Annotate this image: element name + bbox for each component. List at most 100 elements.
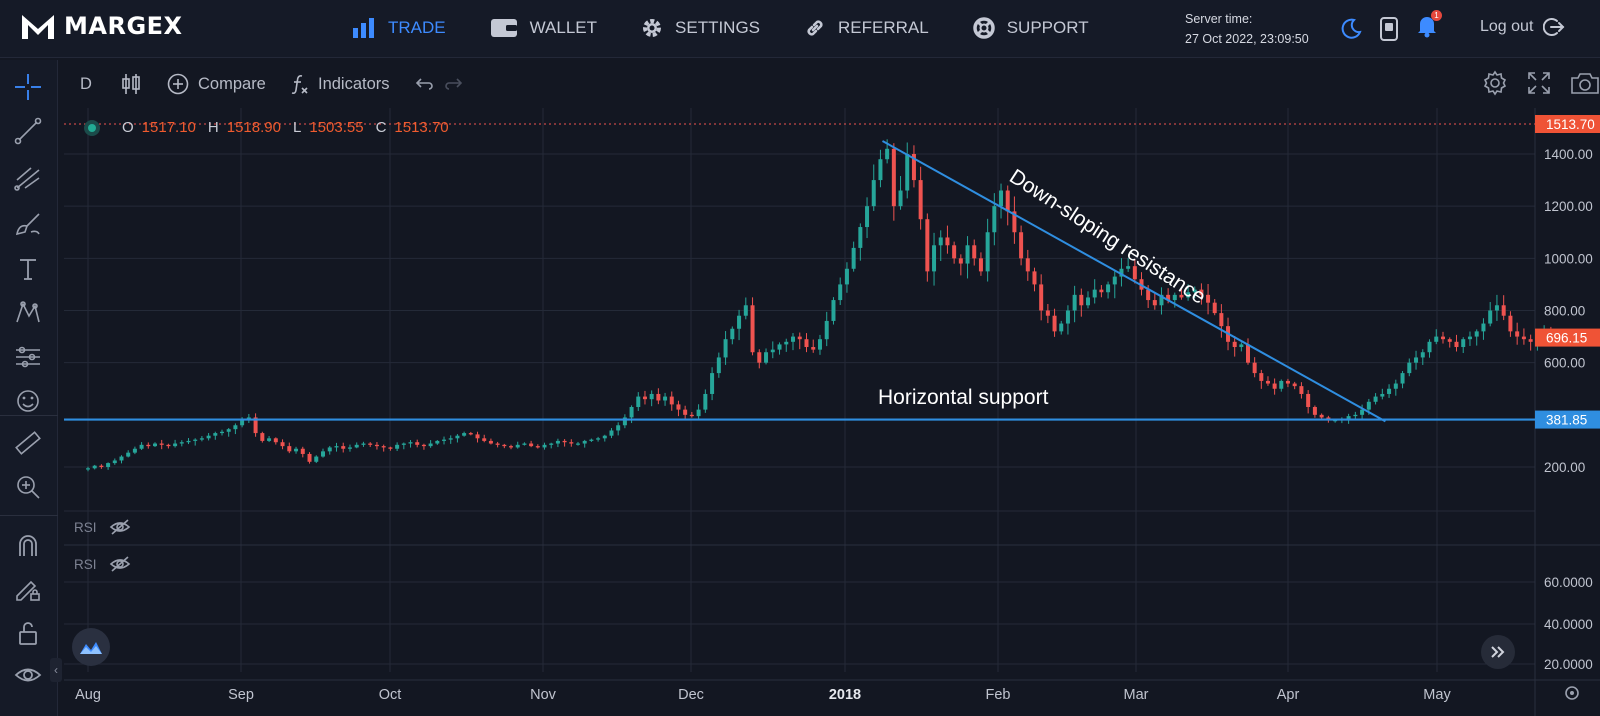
- candle-body: [374, 444, 379, 447]
- nav-support[interactable]: SUPPORT: [972, 17, 1089, 39]
- candle-body: [1494, 305, 1499, 311]
- candle-body: [193, 439, 198, 441]
- candle-body: [92, 465, 97, 469]
- x-axis-tick-label: Aug: [75, 687, 101, 703]
- nav-trade[interactable]: TRADE: [352, 17, 446, 39]
- candle-body: [689, 414, 694, 417]
- notifications[interactable]: 1: [1416, 10, 1442, 43]
- nav-referral[interactable]: REFERRAL: [804, 17, 929, 39]
- interval-button[interactable]: D: [80, 70, 92, 98]
- visibility-tool[interactable]: [11, 658, 45, 692]
- candle-body: [395, 444, 400, 449]
- lock-drawing-tool[interactable]: [11, 572, 45, 606]
- candle-body: [737, 315, 742, 329]
- rsi-indicator-1[interactable]: RSI: [74, 519, 131, 535]
- pitchfork-icon: [14, 167, 40, 191]
- rsi-indicator-2[interactable]: RSI: [74, 556, 131, 572]
- magnet-tool[interactable]: [11, 528, 45, 562]
- candle-body: [817, 339, 822, 350]
- candle-body: [865, 206, 870, 228]
- y-axis-tick-label: 1400.00: [1544, 147, 1593, 162]
- brush-tool[interactable]: [11, 206, 45, 240]
- candle-body: [777, 344, 782, 350]
- candle-body: [1474, 331, 1479, 337]
- eye-off-icon[interactable]: [109, 556, 131, 572]
- compare-button[interactable]: Compare: [167, 70, 266, 98]
- series-visibility-toggle[interactable]: [84, 119, 100, 136]
- brush-icon: [15, 213, 40, 236]
- cloud-chart-icon: [80, 642, 102, 654]
- candle-body: [428, 443, 433, 447]
- candle-body: [642, 396, 647, 400]
- prediction-tool[interactable]: [11, 340, 45, 374]
- crosshair-tool[interactable]: [11, 70, 45, 104]
- candle-body: [1072, 294, 1077, 311]
- candle-body: [636, 396, 641, 408]
- candle-body: [958, 258, 963, 264]
- candle-body: [435, 440, 440, 444]
- low-key: L: [292, 119, 302, 136]
- magnet-icon: [19, 535, 37, 556]
- candle-body: [1019, 232, 1024, 259]
- logout-button[interactable]: Log out: [1480, 17, 1565, 37]
- fullscreen-icon[interactable]: [1526, 70, 1552, 96]
- candle-body: [1232, 341, 1237, 348]
- nav-wallet[interactable]: WALLET: [490, 17, 597, 39]
- candle-body: [683, 409, 688, 415]
- text-tool[interactable]: [11, 252, 45, 286]
- candles-icon: [122, 74, 140, 94]
- fibonacci-tool[interactable]: [11, 160, 45, 194]
- trendlines: [64, 123, 1535, 423]
- zoom-tool[interactable]: [11, 470, 45, 504]
- candle-body: [576, 443, 581, 445]
- trendline-tool[interactable]: [11, 114, 45, 148]
- undo-button[interactable]: [413, 70, 433, 98]
- candle-body: [784, 341, 789, 345]
- candle-body: [408, 442, 413, 444]
- candle-body: [609, 430, 614, 436]
- double-chevron-right-icon: [1491, 646, 1505, 658]
- candle-body: [925, 219, 930, 272]
- top-navigation-bar: MARGEX TRADE WALLET SETTINGS: [0, 0, 1600, 58]
- scroll-to-latest-button[interactable]: [1481, 635, 1515, 669]
- candlestick-series: [86, 139, 1574, 472]
- nav-settings[interactable]: SETTINGS: [641, 17, 760, 39]
- brand-logo[interactable]: MARGEX: [20, 11, 183, 41]
- moon-icon[interactable]: [1340, 18, 1362, 40]
- candle-body: [368, 443, 373, 445]
- candle-body: [905, 154, 910, 191]
- top-icons: 1: [1340, 10, 1442, 43]
- tradingview-logo-button[interactable]: [72, 628, 110, 666]
- candle-body: [1515, 331, 1520, 337]
- candle-body: [495, 443, 500, 445]
- candle-body: [327, 447, 332, 452]
- time-axis-settings-icon: [1565, 686, 1579, 700]
- eye-off-icon[interactable]: [109, 519, 131, 535]
- price-chart[interactable]: Aug Sep Oct Nov Dec 2018 Feb Mar Apr May 1400.00 12…: [0, 108, 1600, 716]
- candle-body: [166, 444, 171, 447]
- candle-body: [831, 300, 836, 321]
- chart-type-button[interactable]: [121, 70, 141, 98]
- lifebuoy-icon: [972, 17, 995, 39]
- candle-body: [932, 245, 937, 272]
- lock-tool[interactable]: [11, 616, 45, 650]
- emoji-tool[interactable]: [11, 384, 45, 418]
- camera-icon[interactable]: [1570, 70, 1600, 96]
- candle-body: [488, 440, 493, 444]
- candle-body: [1106, 284, 1111, 293]
- pattern-tool[interactable]: [11, 296, 45, 330]
- redo-button[interactable]: [445, 70, 465, 98]
- mobile-app-icon[interactable]: [1380, 16, 1398, 41]
- candle-body: [287, 446, 292, 452]
- compare-label: Compare: [198, 74, 266, 93]
- candle-body: [421, 444, 426, 447]
- candle-body: [851, 247, 856, 269]
- candle-body: [622, 417, 627, 426]
- indicators-button[interactable]: Indicators: [289, 70, 390, 98]
- settings-icon[interactable]: [1482, 70, 1508, 96]
- candle-body: [1299, 386, 1304, 394]
- measure-tool[interactable]: [11, 426, 45, 460]
- collapse-toolbar-button[interactable]: ‹: [50, 658, 62, 682]
- candle-body: [1206, 294, 1211, 303]
- candle-body: [388, 447, 393, 449]
